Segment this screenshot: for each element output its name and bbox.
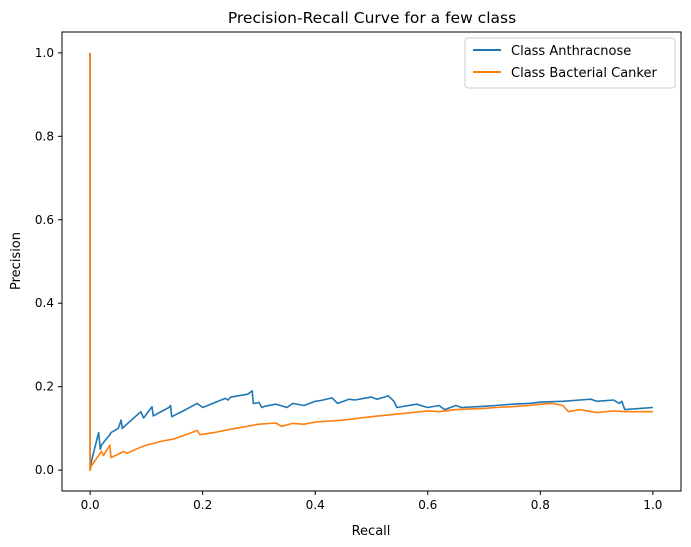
y-axis-title: Precision [9, 232, 24, 290]
legend-label-bacterial-canker: Class Bacterial Canker [511, 66, 657, 81]
x-axis-title: Recall [352, 524, 391, 539]
x-tick-label: 0.0 [81, 498, 100, 512]
plot-content [89, 52, 653, 471]
x-tick-label: 1.0 [643, 498, 662, 512]
series-line-class-anthracnose [89, 52, 653, 471]
x-tick-label: 0.4 [306, 498, 325, 512]
plot-frame [61, 31, 682, 492]
y-tick-label: 0.2 [35, 380, 54, 394]
y-tick-label: 1.0 [35, 46, 54, 60]
x-tick-label: 0.8 [531, 498, 550, 512]
legend-label-anthracnose: Class Anthracnose [511, 44, 631, 59]
y-tick-label: 0.0 [35, 463, 54, 477]
y-tick-label: 0.8 [35, 129, 54, 143]
chart-title: Precision-Recall Curve for a few class [228, 9, 516, 27]
legend-box [464, 37, 676, 89]
series-line-class-bacterial-canker [89, 52, 653, 471]
y-axis-ticks: 0.0 0.2 0.4 0.6 0.8 1.0 [35, 46, 62, 477]
x-tick-label: 0.2 [193, 498, 212, 512]
y-tick-label: 0.4 [35, 296, 54, 310]
legend: Class Anthracnose Class Bacterial Canker [464, 37, 676, 89]
y-tick-label: 0.6 [35, 213, 54, 227]
x-tick-label: 0.6 [418, 498, 437, 512]
x-axis-ticks: 0.0 0.2 0.4 0.6 0.8 1.0 [81, 491, 662, 512]
